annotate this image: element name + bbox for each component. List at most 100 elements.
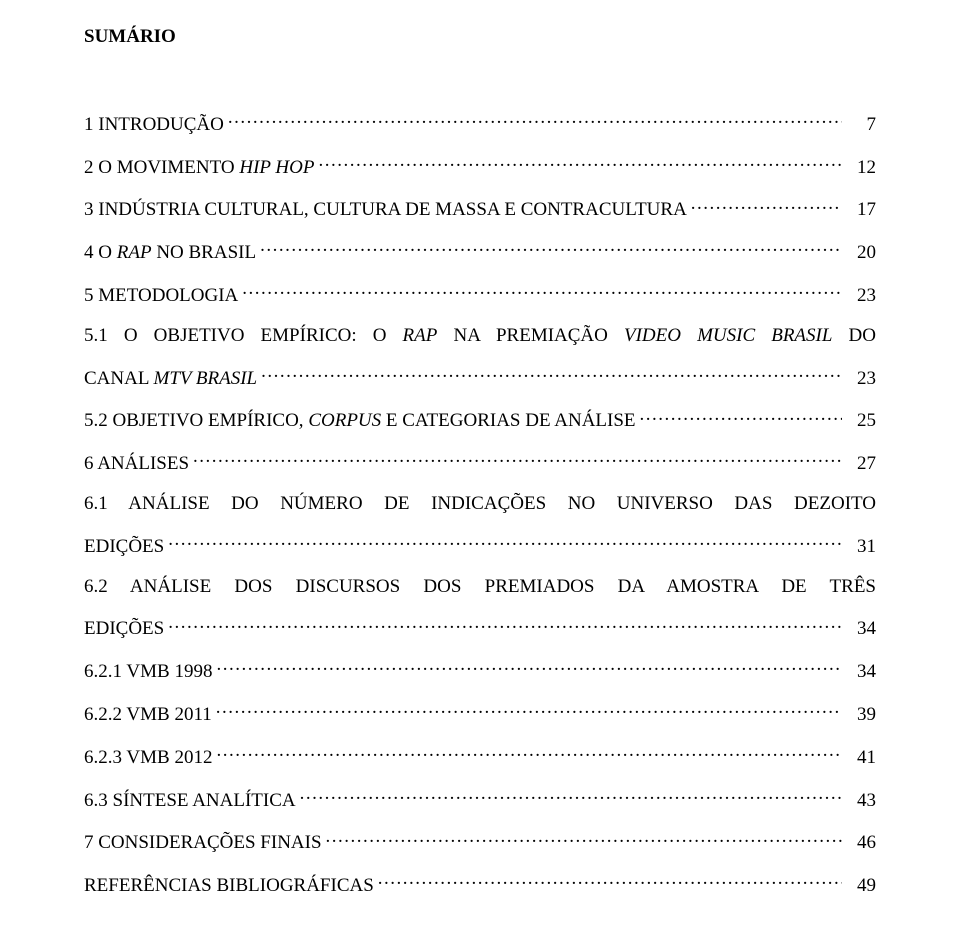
toc-text-span: DO xyxy=(832,325,876,346)
toc-label: 6.3 SÍNTESE ANALÍTICA xyxy=(84,790,296,813)
toc-leader xyxy=(216,701,842,720)
toc-leader xyxy=(168,533,842,552)
toc-entry: 6.2 ANÁLISE DOS DISCURSOS DOS PREMIADOS … xyxy=(84,576,876,642)
toc-entry: 6.2.3 VMB 2012 41 xyxy=(84,744,876,770)
toc-leader xyxy=(260,239,842,258)
toc-entry: 6.3 SÍNTESE ANALÍTICA 43 xyxy=(84,787,876,813)
toc-label: 4 O RAP NO BRASIL xyxy=(84,242,256,265)
toc-text-span: 6.2.3 VMB 2012 xyxy=(84,747,212,768)
toc-text-span: 6.1 ANÁLISE DO NÚMERO DE INDICAÇÕES NO U… xyxy=(84,493,876,514)
toc-page-number: 49 xyxy=(846,875,876,898)
toc-label-line1: 5.1 O OBJETIVO EMPÍRICO: O RAP NA PREMIA… xyxy=(84,325,876,348)
toc-label: 7 CONSIDERAÇÕES FINAIS xyxy=(84,832,322,855)
toc-entry: 2 O MOVIMENTO HIP HOP12 xyxy=(84,154,876,180)
toc-leader xyxy=(228,111,842,130)
toc-text-span: CORPUS xyxy=(308,410,381,431)
toc-leader xyxy=(378,872,842,891)
toc-label-line2: CANAL MTV BRASIL 23 xyxy=(84,365,876,391)
toc-text-span: NO BRASIL xyxy=(152,242,257,263)
toc-text-span: 6.2.1 VMB 1998 xyxy=(84,661,212,682)
toc-text-span: 6.2 ANÁLISE DOS DISCURSOS DOS PREMIADOS … xyxy=(84,576,876,597)
toc-page-number: 34 xyxy=(846,618,876,641)
toc-text-span: EDIÇÕES xyxy=(84,618,164,639)
toc-text-span: HIP HOP xyxy=(239,157,314,178)
toc-label: 3 INDÚSTRIA CULTURAL, CULTURA DE MASSA E… xyxy=(84,199,687,222)
toc-entry: 6 ANÁLISES 27 xyxy=(84,450,876,476)
toc-text-span: 5.2 OBJETIVO EMPÍRICO, xyxy=(84,410,308,431)
document-page: SUMÁRIO 1 INTRODUÇÃO 7 2 O MOVIMENTO HIP H… xyxy=(0,0,960,898)
toc-text-span: 5.1 O OBJETIVO EMPÍRICO: O xyxy=(84,325,403,346)
toc-entry: 1 INTRODUÇÃO 7 xyxy=(84,111,876,137)
toc-page-number: 46 xyxy=(846,832,876,855)
toc-page-number: 23 xyxy=(846,285,876,308)
toc-label: REFERÊNCIAS BIBLIOGRÁFICAS xyxy=(84,875,374,898)
toc-label: 1 INTRODUÇÃO xyxy=(84,114,224,137)
toc-label: 6.2.2 VMB 2011 xyxy=(84,704,212,727)
toc-entry: REFERÊNCIAS BIBLIOGRÁFICAS 49 xyxy=(84,872,876,898)
toc-page-number: 43 xyxy=(846,790,876,813)
toc-page-number: 31 xyxy=(846,536,876,559)
toc-label: 5 METODOLOGIA xyxy=(84,285,238,308)
toc-text-span: 6 ANÁLISES xyxy=(84,453,189,474)
toc-text-span: REFERÊNCIAS BIBLIOGRÁFICAS xyxy=(84,875,374,896)
toc-entry: 6.2.1 VMB 1998 34 xyxy=(84,658,876,684)
toc-page-number: 17 xyxy=(846,199,876,222)
toc-label: 6 ANÁLISES xyxy=(84,453,189,476)
toc-label: 6.2.3 VMB 2012 xyxy=(84,747,212,770)
toc-text-span: 4 O xyxy=(84,242,117,263)
toc-entry: 5.2 OBJETIVO EMPÍRICO, CORPUS E CATEGORI… xyxy=(84,407,876,433)
page-title: SUMÁRIO xyxy=(84,26,876,49)
toc-label: CANAL MTV BRASIL xyxy=(84,368,257,391)
toc-text-span: MTV BRASIL xyxy=(154,368,258,389)
toc-page-number: 41 xyxy=(846,747,876,770)
toc-label-line1: 6.2 ANÁLISE DOS DISCURSOS DOS PREMIADOS … xyxy=(84,576,876,599)
toc-entry: 4 O RAP NO BRASIL 20 xyxy=(84,239,876,265)
toc-text-span: CANAL xyxy=(84,368,154,389)
toc-text-span: 1 INTRODUÇÃO xyxy=(84,114,224,135)
toc-page-number: 27 xyxy=(846,453,876,476)
toc-label-line2: EDIÇÕES 34 xyxy=(84,615,876,641)
toc-leader xyxy=(216,744,842,763)
toc-entry: 7 CONSIDERAÇÕES FINAIS 46 xyxy=(84,829,876,855)
toc-leader xyxy=(242,282,842,301)
toc-page-number: 34 xyxy=(846,661,876,684)
toc-entry: 5 METODOLOGIA 23 xyxy=(84,282,876,308)
toc-leader xyxy=(300,787,842,806)
toc-leader xyxy=(261,365,842,384)
toc-entry: 5.1 O OBJETIVO EMPÍRICO: O RAP NA PREMIA… xyxy=(84,325,876,391)
toc-text-span: NA PREMIAÇÃO xyxy=(437,325,624,346)
toc-text-span: 6.2.2 VMB 2011 xyxy=(84,704,212,725)
toc-text-span: 3 INDÚSTRIA CULTURAL, CULTURA DE MASSA E… xyxy=(84,199,687,220)
toc-page-number: 20 xyxy=(846,242,876,265)
toc-page-number: 39 xyxy=(846,704,876,727)
toc-label: 2 O MOVIMENTO HIP HOP xyxy=(84,157,314,180)
toc-text-span: 6.3 SÍNTESE ANALÍTICA xyxy=(84,790,296,811)
toc-text-span: RAP xyxy=(403,325,438,346)
toc-entry: 6.1 ANÁLISE DO NÚMERO DE INDICAÇÕES NO U… xyxy=(84,493,876,559)
toc-label-line2: EDIÇÕES 31 xyxy=(84,533,876,559)
toc-text-span: E CATEGORIAS DE ANÁLISE xyxy=(381,410,635,431)
toc-page-number: 25 xyxy=(846,410,876,433)
toc-text-span: RAP xyxy=(117,242,152,263)
toc-leader xyxy=(691,196,842,215)
toc-leader xyxy=(326,829,842,848)
toc-leader xyxy=(168,615,842,634)
toc-label: 5.2 OBJETIVO EMPÍRICO, CORPUS E CATEGORI… xyxy=(84,410,636,433)
toc-label: EDIÇÕES xyxy=(84,618,164,641)
toc-text-span: EDIÇÕES xyxy=(84,536,164,557)
toc-leader xyxy=(640,407,842,426)
table-of-contents: 1 INTRODUÇÃO 7 2 O MOVIMENTO HIP HOP12 3 IN… xyxy=(84,111,876,898)
toc-label-line1: 6.1 ANÁLISE DO NÚMERO DE INDICAÇÕES NO U… xyxy=(84,493,876,516)
toc-label: 6.2.1 VMB 1998 xyxy=(84,661,212,684)
toc-text-span: 7 CONSIDERAÇÕES FINAIS xyxy=(84,832,322,853)
toc-text-span: VIDEO MUSIC BRASIL xyxy=(624,325,832,346)
toc-leader xyxy=(193,450,842,469)
toc-text-span: 5 METODOLOGIA xyxy=(84,285,238,306)
toc-page-number: 23 xyxy=(846,368,876,391)
toc-leader xyxy=(318,154,842,173)
toc-page-number: 7 xyxy=(846,114,876,137)
toc-entry: 6.2.2 VMB 2011 39 xyxy=(84,701,876,727)
toc-text-span: 2 O MOVIMENTO xyxy=(84,157,239,178)
toc-label: EDIÇÕES xyxy=(84,536,164,559)
toc-entry: 3 INDÚSTRIA CULTURAL, CULTURA DE MASSA E… xyxy=(84,196,876,222)
